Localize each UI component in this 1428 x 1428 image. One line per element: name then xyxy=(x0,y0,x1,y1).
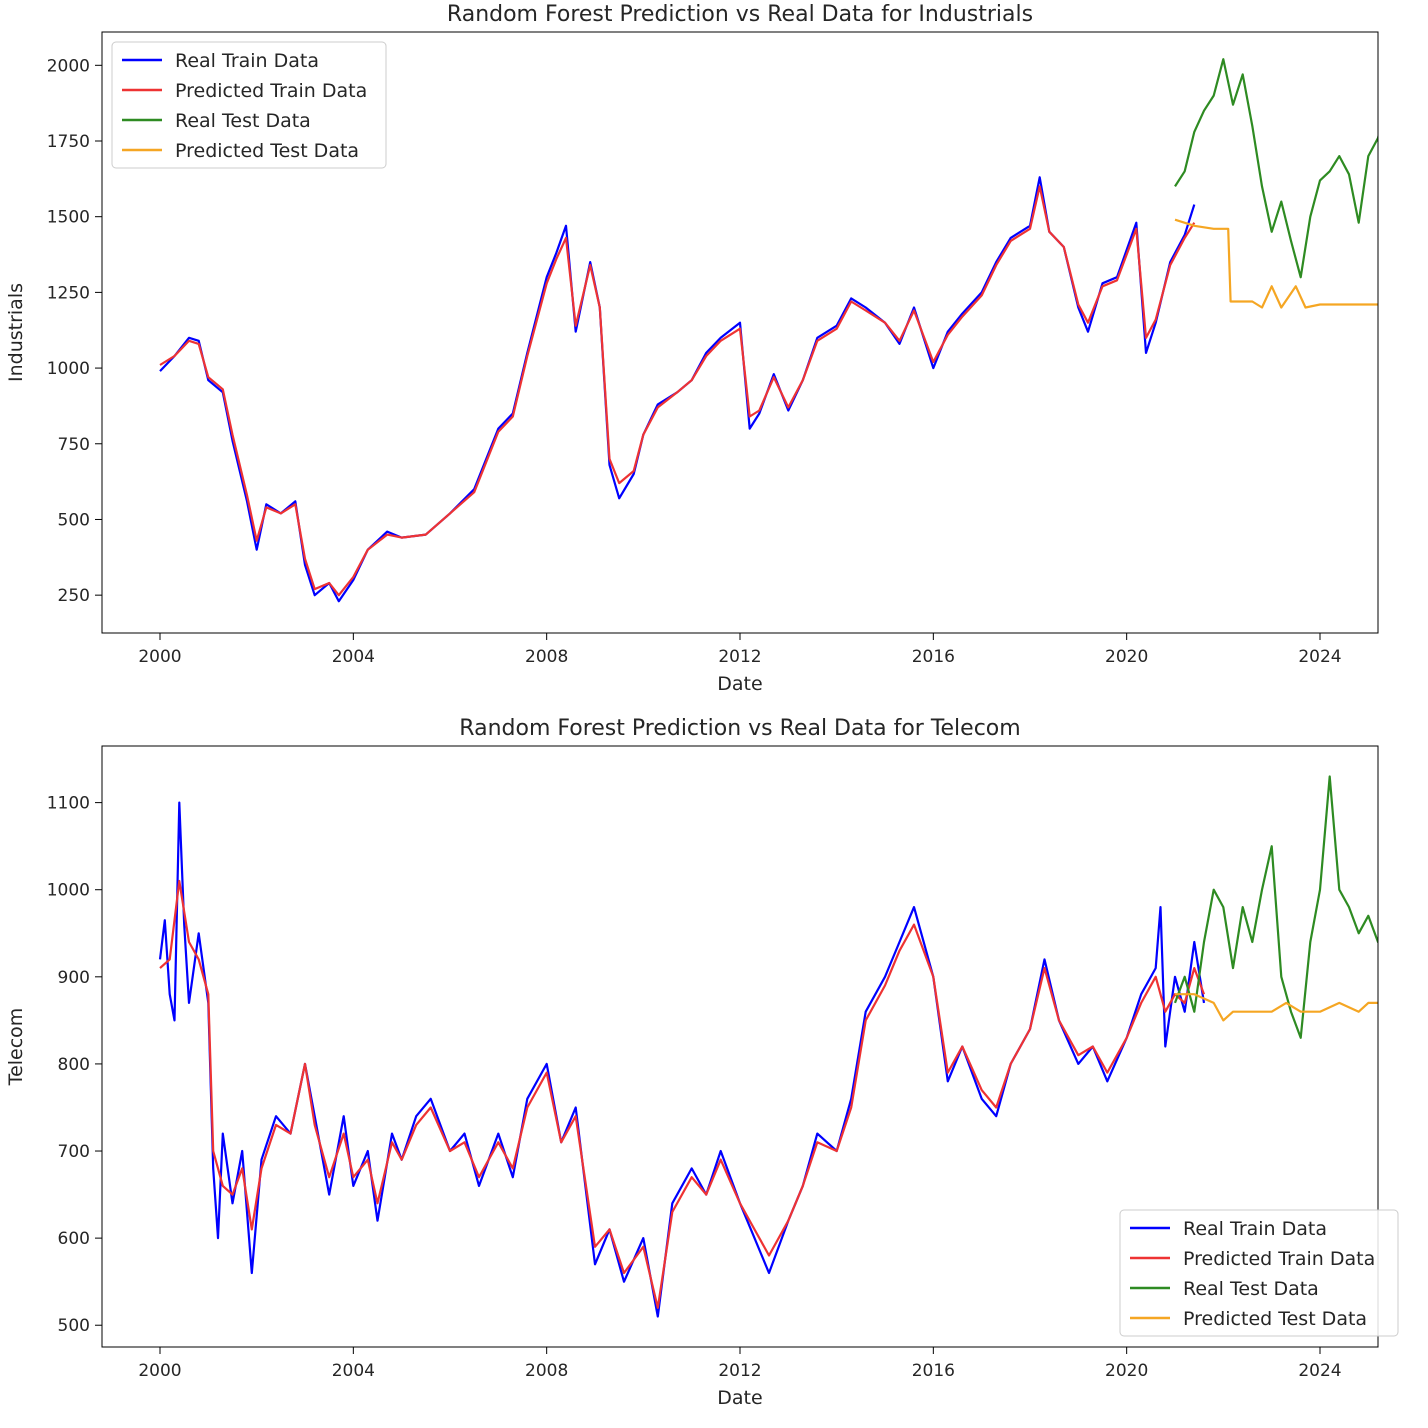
x-axis-label: Date xyxy=(717,673,762,695)
series-line-real-train-data xyxy=(158,801,1206,1318)
legend: Real Train Data Predicted Train Data Real … xyxy=(1119,1209,1399,1337)
y-axis-label: Industrials xyxy=(5,283,27,382)
legend-entry: Real Test Data xyxy=(1183,1278,1319,1300)
telecom-chart: 2000 2004 2008 2012 2016 2020 2024 500 600 700 800… xyxy=(5,716,1399,1409)
industrials-chart: 2000 2004 2008 2012 2016 2020 2024 250 500 750 100… xyxy=(5,2,1379,695)
x-tick-label: 2012 xyxy=(718,647,761,667)
x-tick-label: 2016 xyxy=(912,1361,955,1381)
y-tick-label: 250 xyxy=(58,586,90,606)
legend-entry: Predicted Train Data xyxy=(175,80,367,102)
series-lines xyxy=(159,58,1378,603)
legend-entry: Real Train Data xyxy=(1183,1218,1327,1240)
y-tick-label: 500 xyxy=(58,510,90,530)
y-tick-label: 2000 xyxy=(47,56,90,76)
legend: Real Train Data Predicted Train Data Real … xyxy=(111,41,387,169)
y-tick-label: 1500 xyxy=(47,208,90,228)
series-line-predicted-test-data xyxy=(1174,218,1378,309)
x-tick-label: 2020 xyxy=(1105,1361,1148,1381)
legend-box xyxy=(1119,1209,1399,1337)
y-tick-label: 1750 xyxy=(47,132,90,152)
y-tick-label: 700 xyxy=(58,1142,90,1162)
series-line-real-train-data xyxy=(159,176,1196,603)
x-tick-label: 2000 xyxy=(138,1361,181,1381)
series-line-predicted-train-data xyxy=(159,185,1196,597)
x-tick-label: 2020 xyxy=(1105,647,1148,667)
x-tick-label: 2004 xyxy=(332,647,375,667)
y-tick-label: 750 xyxy=(58,435,90,455)
series-line-real-test-data xyxy=(1173,775,1378,1039)
legend-entry: Predicted Test Data xyxy=(175,140,359,162)
legend-entry: Real Train Data xyxy=(175,50,319,72)
y-tick-label: 1000 xyxy=(47,359,90,379)
y-tick-label: 900 xyxy=(58,968,90,988)
x-tick-label: 2004 xyxy=(332,1361,375,1381)
x-tick-label: 2016 xyxy=(912,647,955,667)
x-tick-label: 2008 xyxy=(525,647,568,667)
y-tick-label: 500 xyxy=(58,1316,90,1336)
x-tick-label: 2012 xyxy=(718,1361,761,1381)
x-axis-label: Date xyxy=(717,1387,762,1409)
x-tick-label: 2024 xyxy=(1298,1361,1341,1381)
x-tick-label: 2024 xyxy=(1298,647,1341,667)
legend-entry: Predicted Test Data xyxy=(1183,1308,1367,1330)
y-tick-label: 800 xyxy=(58,1055,90,1075)
chart-title: Random Forest Prediction vs Real Data fo… xyxy=(459,716,1020,741)
y-tick-label: 1250 xyxy=(47,283,90,303)
legend-box xyxy=(111,41,387,169)
series-line-predicted-train-data xyxy=(159,879,1206,1309)
y-tick-label: 1000 xyxy=(47,881,90,901)
y-tick-label: 1100 xyxy=(47,794,90,814)
legend-entry: Real Test Data xyxy=(175,110,311,132)
x-tick-label: 2000 xyxy=(138,647,181,667)
y-axis-label: Telecom xyxy=(5,1008,27,1087)
series-line-real-test-data xyxy=(1174,58,1378,279)
legend-entry: Predicted Train Data xyxy=(1183,1248,1375,1270)
chart-title: Random Forest Prediction vs Real Data fo… xyxy=(447,2,1033,27)
series-line-predicted-test-data xyxy=(1175,993,1378,1022)
x-tick-label: 2008 xyxy=(525,1361,568,1381)
y-tick-label: 600 xyxy=(58,1229,90,1249)
series-lines xyxy=(158,775,1378,1318)
